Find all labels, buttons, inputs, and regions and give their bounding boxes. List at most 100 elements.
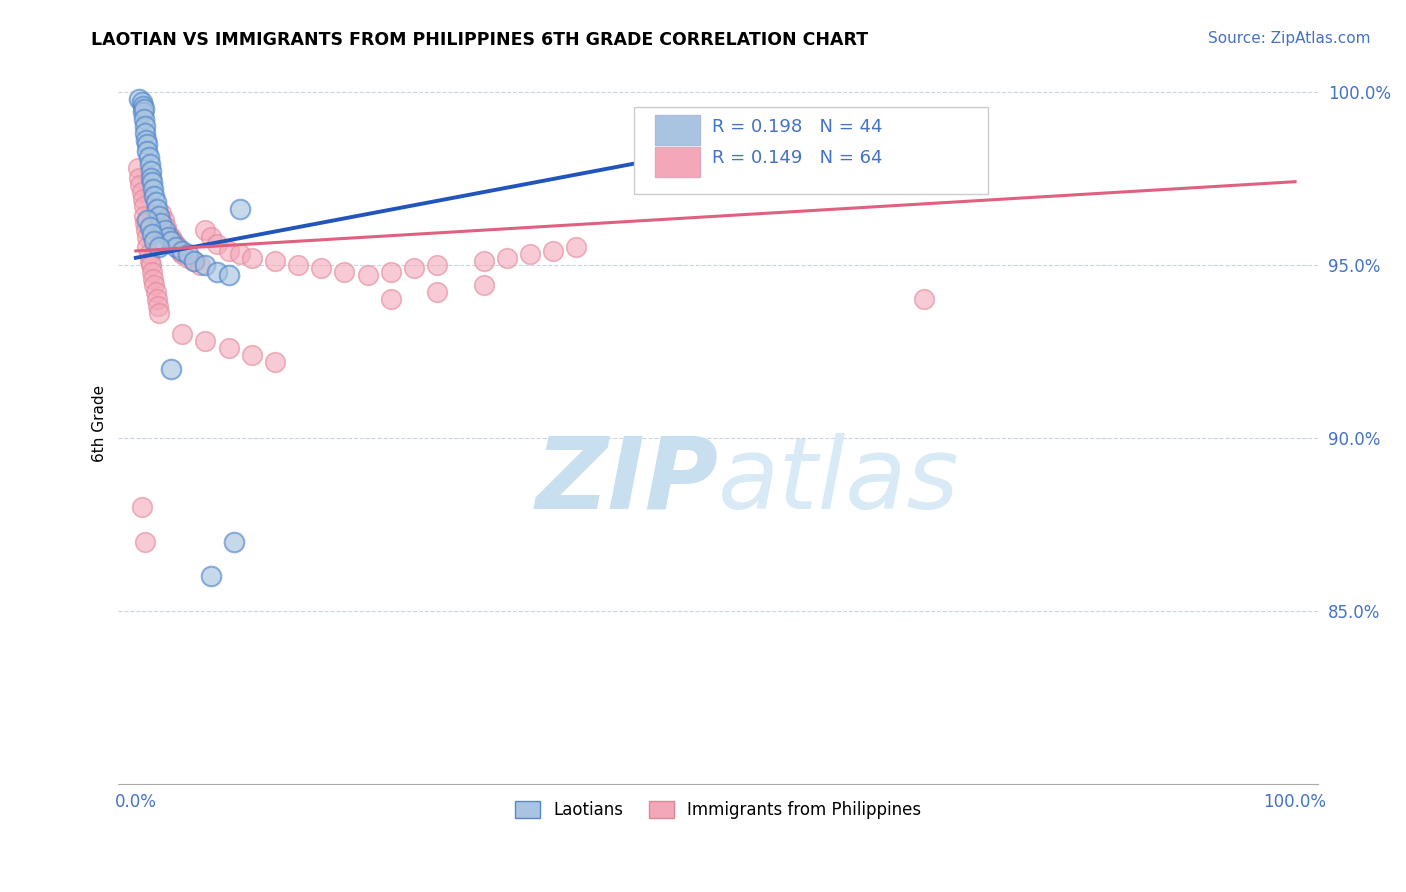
Point (172, 326, 194, 341)
Point (139, 157, 162, 171)
Point (194, 258, 217, 272)
Point (131, 500, 153, 514)
Point (145, 202, 167, 217)
Point (159, 230, 181, 244)
Point (143, 278, 166, 293)
Point (136, 212, 159, 227)
Point (519, 247, 541, 261)
Point (380, 265, 402, 279)
Point (200, 230, 222, 244)
Point (166, 240, 188, 254)
Point (143, 188, 166, 202)
Point (132, 112, 155, 127)
Point (183, 254, 205, 268)
Point (148, 240, 170, 254)
Point (287, 258, 309, 272)
Point (152, 212, 174, 227)
Point (157, 230, 180, 244)
Point (150, 206, 173, 220)
FancyBboxPatch shape (655, 115, 700, 145)
Point (141, 227, 163, 241)
Point (169, 244, 191, 258)
Point (159, 234, 181, 248)
Point (240, 348, 263, 362)
Point (200, 569, 222, 583)
Point (224, 534, 246, 549)
Point (132, 192, 155, 206)
Point (565, 240, 588, 254)
Point (820, 129, 842, 144)
Point (194, 334, 217, 348)
Point (145, 293, 167, 307)
Point (132, 209, 155, 223)
Point (145, 285, 167, 300)
Point (426, 258, 449, 272)
Point (136, 230, 159, 244)
Point (159, 361, 181, 376)
Point (141, 175, 163, 189)
Point (240, 251, 263, 265)
Point (172, 247, 194, 261)
Point (148, 306, 170, 320)
Point (205, 237, 228, 252)
Y-axis label: 6th Grade: 6th Grade (93, 385, 107, 462)
Point (762, 120, 785, 134)
Point (127, 161, 149, 175)
Point (136, 136, 159, 151)
Point (141, 265, 163, 279)
Point (146, 299, 169, 313)
Point (912, 293, 935, 307)
Text: atlas: atlas (718, 433, 960, 530)
Point (134, 534, 156, 549)
Point (138, 247, 160, 261)
Point (128, 171, 150, 186)
Point (132, 105, 155, 120)
Point (135, 223, 157, 237)
Point (172, 244, 194, 258)
Point (218, 244, 240, 258)
Point (128, 92, 150, 106)
Point (194, 223, 217, 237)
Point (134, 126, 156, 140)
Point (143, 234, 166, 248)
Point (177, 251, 200, 265)
Point (145, 195, 167, 210)
Point (177, 247, 200, 261)
Point (264, 254, 287, 268)
Point (139, 254, 162, 268)
Point (162, 234, 184, 248)
Point (165, 240, 187, 254)
Point (142, 181, 165, 195)
Point (136, 240, 159, 254)
FancyBboxPatch shape (655, 147, 700, 177)
Point (165, 237, 187, 252)
FancyBboxPatch shape (634, 107, 988, 194)
Point (797, 126, 820, 140)
Point (150, 216, 173, 230)
Point (142, 271, 165, 285)
Point (131, 95, 153, 109)
Point (472, 278, 495, 293)
Point (229, 202, 252, 217)
Point (153, 223, 176, 237)
Point (131, 185, 153, 199)
Point (218, 341, 240, 355)
Point (139, 164, 162, 178)
Text: LAOTIAN VS IMMIGRANTS FROM PHILIPPINES 6TH GRADE CORRELATION CHART: LAOTIAN VS IMMIGRANTS FROM PHILIPPINES 6… (91, 31, 869, 49)
Text: R = 0.149   N = 64: R = 0.149 N = 64 (713, 149, 883, 168)
Point (188, 258, 211, 272)
Point (134, 216, 156, 230)
Point (132, 199, 155, 213)
Point (264, 354, 287, 368)
Point (472, 254, 495, 268)
Point (132, 102, 155, 116)
Point (402, 261, 425, 276)
Text: R = 0.198   N = 44: R = 0.198 N = 44 (713, 118, 883, 136)
Point (229, 247, 252, 261)
Point (311, 261, 333, 276)
Point (148, 209, 170, 223)
Text: ZIP: ZIP (536, 433, 718, 530)
Point (333, 265, 356, 279)
Point (495, 251, 517, 265)
Point (205, 265, 228, 279)
